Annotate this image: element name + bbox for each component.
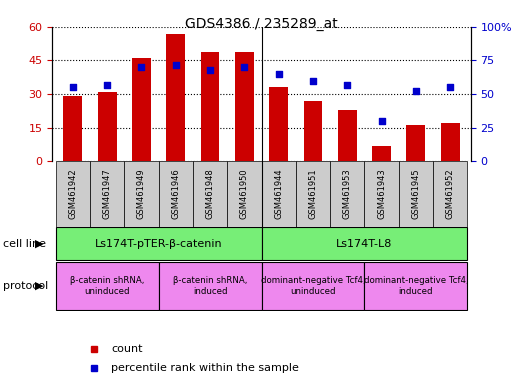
Bar [441, 123, 460, 161]
Bar [262, 161, 296, 227]
Point [378, 118, 386, 124]
Bar [303, 101, 322, 161]
Text: GSM461944: GSM461944 [274, 169, 283, 219]
Bar [296, 161, 330, 227]
Text: Ls174T-L8: Ls174T-L8 [336, 239, 393, 249]
Bar [56, 161, 90, 227]
Text: dominant-negative Tcf4,
uninduced: dominant-negative Tcf4, uninduced [260, 276, 365, 296]
Bar [158, 161, 193, 227]
Bar [90, 161, 124, 227]
Bar [372, 146, 391, 161]
Text: GSM461953: GSM461953 [343, 169, 352, 219]
Bar [227, 161, 262, 227]
Bar [132, 58, 151, 161]
Bar [98, 92, 117, 161]
Text: count: count [111, 344, 142, 354]
Bar [193, 161, 227, 227]
Text: ▶: ▶ [35, 281, 43, 291]
Text: cell line: cell line [3, 239, 46, 249]
Text: GSM461942: GSM461942 [69, 169, 77, 219]
Point [309, 78, 317, 84]
Text: percentile rank within the sample: percentile rank within the sample [111, 363, 299, 373]
Bar [338, 110, 357, 161]
Bar [269, 87, 288, 161]
Bar [63, 96, 82, 161]
Bar [201, 51, 220, 161]
Bar [406, 126, 425, 161]
Text: GSM461949: GSM461949 [137, 169, 146, 219]
Text: GSM461952: GSM461952 [446, 169, 454, 219]
Text: protocol: protocol [3, 281, 48, 291]
Point [103, 81, 111, 88]
Bar [235, 51, 254, 161]
Text: β-catenin shRNA,
uninduced: β-catenin shRNA, uninduced [70, 276, 144, 296]
Text: GSM461947: GSM461947 [103, 169, 112, 219]
Bar [330, 161, 365, 227]
Text: dominant-negative Tcf4,
induced: dominant-negative Tcf4, induced [363, 276, 468, 296]
Point [412, 88, 420, 94]
Point [446, 84, 454, 90]
Point [206, 67, 214, 73]
Point [240, 64, 248, 70]
Text: GSM461946: GSM461946 [171, 169, 180, 219]
Text: ▶: ▶ [35, 239, 43, 249]
Text: GDS4386 / 235289_at: GDS4386 / 235289_at [185, 17, 338, 31]
Bar [262, 227, 467, 260]
Point [137, 64, 145, 70]
Point [69, 84, 77, 90]
Bar [166, 33, 185, 161]
Bar [365, 161, 399, 227]
Text: Ls174T-pTER-β-catenin: Ls174T-pTER-β-catenin [95, 239, 222, 249]
Point [172, 61, 180, 68]
Text: GSM461945: GSM461945 [411, 169, 420, 219]
Bar [433, 161, 467, 227]
Bar [399, 161, 433, 227]
Text: GSM461943: GSM461943 [377, 169, 386, 219]
Text: β-catenin shRNA,
induced: β-catenin shRNA, induced [173, 276, 247, 296]
Text: GSM461950: GSM461950 [240, 169, 249, 219]
Bar [56, 227, 262, 260]
Bar [158, 262, 262, 310]
Point [343, 81, 351, 88]
Text: GSM461948: GSM461948 [206, 169, 214, 219]
Point [275, 71, 283, 77]
Bar [124, 161, 158, 227]
Bar [56, 262, 158, 310]
Text: GSM461951: GSM461951 [309, 169, 317, 219]
Bar [262, 262, 365, 310]
Bar [365, 262, 467, 310]
